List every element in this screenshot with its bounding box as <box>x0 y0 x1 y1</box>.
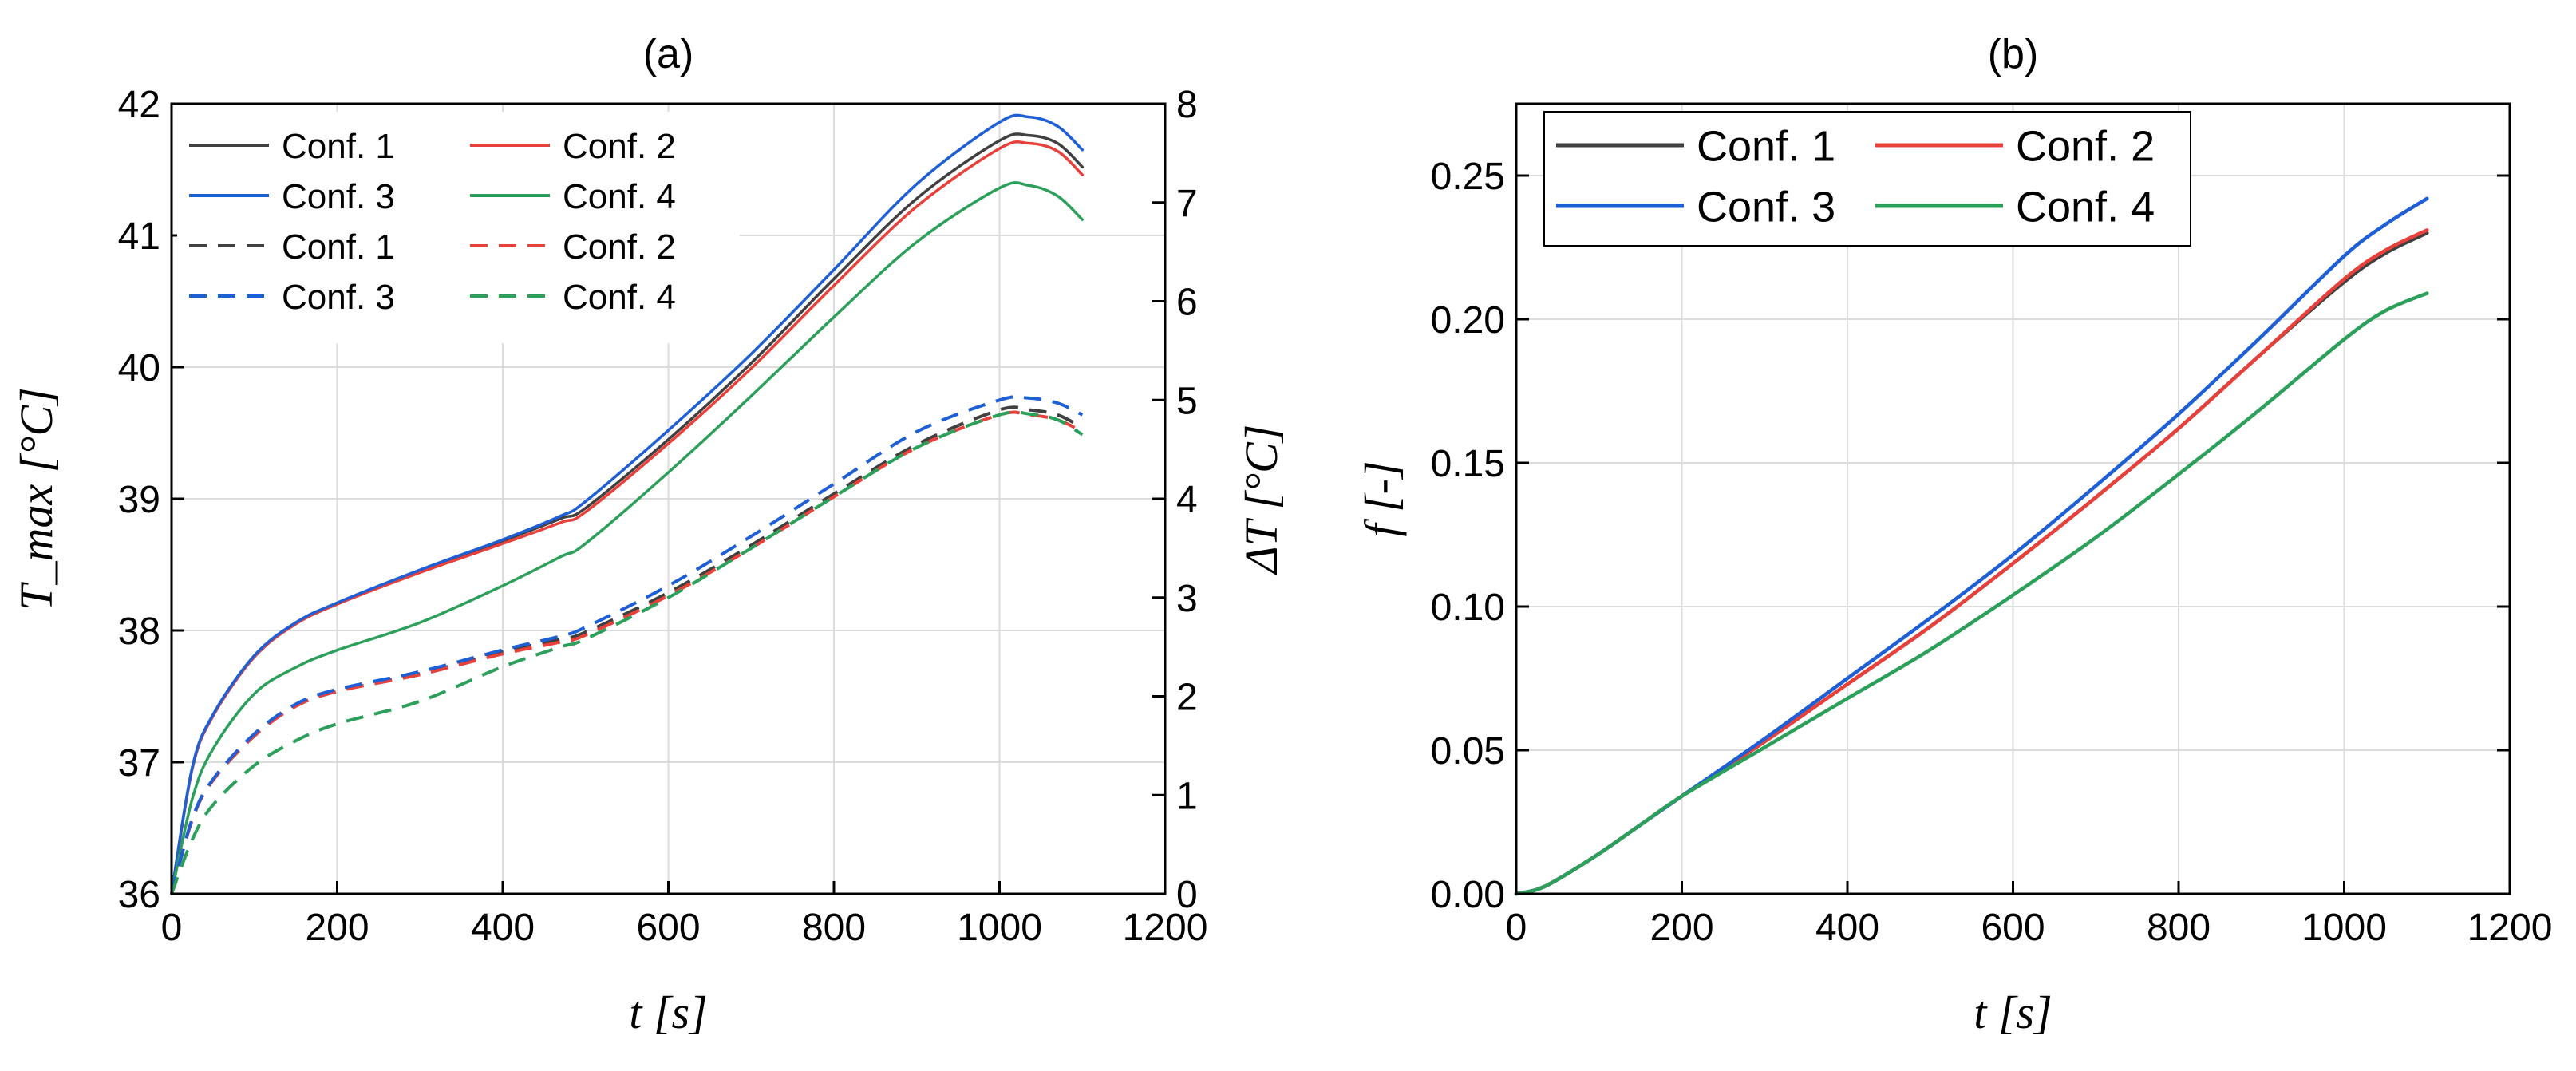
y-tick-label: 0.00 <box>1431 874 1505 916</box>
y2-tick-label: 4 <box>1176 479 1198 521</box>
y-tick-label: 0.20 <box>1431 299 1505 342</box>
y2-tick-label: 8 <box>1176 84 1198 126</box>
y2-tick-label: 1 <box>1176 775 1198 817</box>
legend-label: Conf. 3 <box>282 177 395 216</box>
y2-tick-label: 5 <box>1176 380 1198 422</box>
series-line-solid-1 <box>1514 231 2429 896</box>
y-tick-label: 0.05 <box>1431 730 1505 773</box>
legend-label: Conf. 1 <box>282 227 395 267</box>
series-group <box>170 113 1085 895</box>
chart-title: (a) <box>643 31 694 77</box>
x-tick-label: 800 <box>2147 907 2211 949</box>
legend-label: Conf. 2 <box>563 127 676 166</box>
x-tick-label: 1200 <box>1123 907 1208 949</box>
x-tick-label: 0 <box>1506 907 1527 949</box>
legend-label: Conf. 3 <box>282 278 395 317</box>
x-tick-label: 200 <box>305 907 369 949</box>
y-tick-label: 41 <box>118 215 160 258</box>
y-axis-label: T_max [°C] <box>10 387 62 610</box>
legend-label: Conf. 1 <box>282 127 395 166</box>
y-tick-label: 38 <box>118 611 160 653</box>
y2-tick-label: 7 <box>1176 183 1198 225</box>
legend-label: Conf. 4 <box>2016 183 2155 231</box>
y2-axis-label: ΔT [°C] <box>1235 425 1287 575</box>
legend-label: Conf. 2 <box>2016 122 2155 170</box>
legend-box <box>1543 111 2191 247</box>
series-line-solid-3 <box>170 113 1085 895</box>
y-tick-label: 0.10 <box>1431 587 1505 629</box>
legend-label: Conf. 4 <box>563 278 676 317</box>
legend: Conf. 1 Conf. 2 Conf. 3 Conf. 4 <box>1543 111 2191 247</box>
chart-b: 0 200 400 600 800 1000 1200 0.00 0.05 0.10 0.15 0.2… <box>1355 31 2552 1038</box>
x-tick-label: 400 <box>1815 907 1879 949</box>
x-tick-label: 200 <box>1650 907 1713 949</box>
y2-tick-label: 0 <box>1176 874 1198 916</box>
legend-label: Conf. 2 <box>563 227 676 267</box>
y-tick-label: 39 <box>118 479 160 521</box>
series-line-dashed-7 <box>170 395 1084 895</box>
y-tick-label: 36 <box>118 874 160 916</box>
y2-tick-label: 3 <box>1176 578 1198 620</box>
y2-tick-label: 6 <box>1176 282 1198 324</box>
x-tick-label: 1000 <box>2301 907 2387 949</box>
legend: Conf. 1 Conf. 2 Conf. 3 Conf. 4 Conf. 1 Conf.… <box>177 112 740 343</box>
x-axis-label: t [s] <box>629 986 707 1038</box>
chart-title: (b) <box>1988 31 2039 77</box>
x-tick-label: 1000 <box>957 907 1042 949</box>
x-tick-label: 600 <box>636 907 700 949</box>
series-line-dashed-6 <box>170 410 1084 895</box>
series-line-solid-4 <box>170 181 1085 895</box>
x-axis-label: t [s] <box>1973 986 2052 1038</box>
y-tick-label: 0.15 <box>1431 443 1505 485</box>
x-tick-label: 800 <box>802 907 866 949</box>
legend-label: Conf. 3 <box>1697 183 1835 231</box>
legend-box <box>177 112 740 343</box>
x-tick-label: 600 <box>1981 907 2045 949</box>
series-line-solid-3 <box>1514 196 2429 896</box>
chart-a: 0 200 400 600 800 1000 1200 36 37 38 39 40 41 42 0 1 2 3 4… <box>10 31 1287 1038</box>
series-line-solid-4 <box>1514 291 2429 896</box>
x-tick-label: 0 <box>161 907 183 949</box>
y-tick-label: 37 <box>118 742 160 784</box>
y-tick-label: 42 <box>118 84 160 126</box>
legend-label: Conf. 1 <box>1697 122 1835 170</box>
y-tick-label: 0.25 <box>1431 156 1505 198</box>
series-line-dashed-8 <box>170 410 1084 895</box>
legend-label: Conf. 4 <box>563 177 676 216</box>
x-tick-label: 400 <box>471 907 535 949</box>
y-axis-label: f [-] <box>1355 460 1407 536</box>
x-tick-label: 1200 <box>2467 907 2553 949</box>
y-tick-label: 40 <box>118 347 160 389</box>
y2-tick-label: 2 <box>1176 677 1198 719</box>
series-group <box>1514 196 2429 896</box>
